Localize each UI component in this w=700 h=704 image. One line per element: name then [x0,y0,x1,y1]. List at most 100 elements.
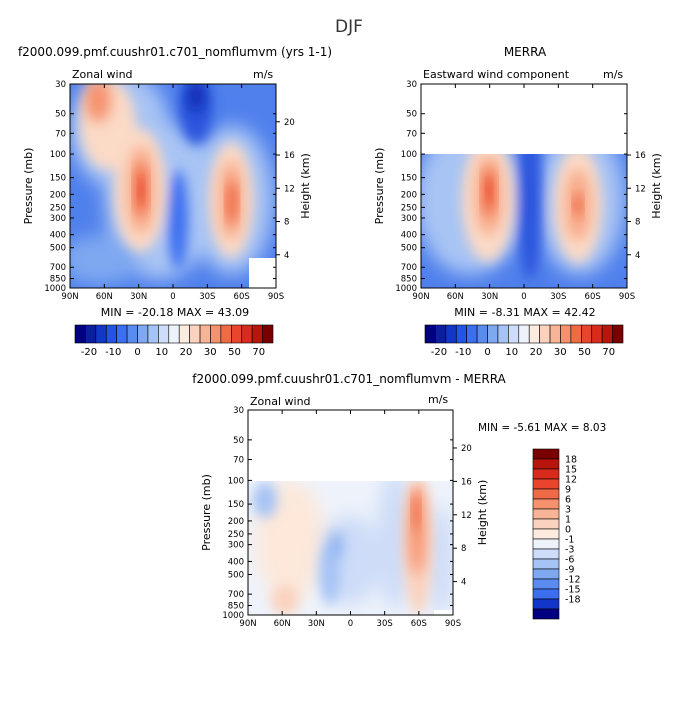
x-tick-label: 90S [445,619,461,629]
colorbar-swatch [601,324,613,344]
colorbar-swatch [178,324,190,344]
colorbar-swatch [570,324,582,344]
colorbar-swatch [532,608,560,620]
colorbar-label: 70 [602,347,615,358]
y-tick-label: 700 [228,590,244,600]
panel-title: f2000.099.pmf.cuushr01.c701_nomflumvm - … [192,372,506,386]
height-tick-label: 12 [284,184,295,194]
colorbar-label: 3 [565,505,571,516]
y-tick-label: 100 [50,150,66,160]
y-axis-label: Pressure (mb) [22,148,35,225]
y-tick-label: 400 [401,231,417,241]
y-tick-label: 70 [233,456,244,466]
panel-title: MERRA [504,45,547,59]
units-label: m/s [253,68,273,81]
colorbar-label: 1 [565,515,571,526]
x-tick-label: 60S [234,292,250,302]
panel-merra: MERRA Eastward wind component m/s 30 50 70… [373,45,663,358]
x-tick-label: 60S [585,292,601,302]
y-tick-label: 1000 [222,611,244,621]
y-tick-label: 300 [401,214,417,224]
x-tick-label: 30S [377,619,393,629]
colorbar-swatch [532,488,560,500]
height-tick-label: 4 [284,251,289,261]
y-tick-label: 50 [406,110,417,120]
colorbar-swatch [210,324,222,344]
height-tick-label: 12 [461,511,472,521]
y-tick-label: 250 [401,203,417,213]
colorbar-label: -6 [565,555,574,566]
colorbar-swatch [476,324,488,344]
colorbar-swatch [532,468,560,480]
y-tick-label: 200 [50,190,66,200]
y-tick-label: 150 [50,174,66,184]
y-tick-label: 50 [233,436,244,446]
x-tick-label: 90S [268,292,284,302]
height-tick-label: 8 [284,218,289,228]
y-tick-label: 50 [55,110,66,120]
x-tick-label: 90N [412,292,429,302]
contour-field [70,84,276,288]
colorbar-swatch [532,568,560,580]
panel-difference: f2000.099.pmf.cuushr01.c701_nomflumvm - … [192,372,606,629]
colorbar-swatch [532,498,560,510]
colorbar-label: 10 [505,347,518,358]
height-tick-label: 8 [635,218,640,228]
panel-title: f2000.099.pmf.cuushr01.c701_nomflumvm (y… [18,45,332,59]
y-tick-label: 100 [228,476,244,486]
x-tick-label: 90S [619,292,635,302]
height-tick-label: 16 [284,151,295,161]
colorbar-swatch [532,478,560,490]
y-tick-label: 250 [228,530,244,540]
colorbar-swatch [560,324,572,344]
colorbar-label: 30 [204,347,217,358]
colorbar-swatch [168,324,180,344]
colorbar-swatch [199,324,211,344]
y-tick-label: 250 [50,203,66,213]
colorbar-label: 9 [565,485,571,496]
stats-text: MIN = -5.61 MAX = 8.03 [478,422,606,434]
y-tick-label: 100 [401,150,417,160]
colorbar-label: 20 [180,347,193,358]
colorbar-swatch [105,324,117,344]
y-axis-label: Pressure (mb) [373,148,386,225]
colorbar-swatch [532,588,560,600]
y-tick-label: 30 [55,80,66,90]
colorbar-label: -20 [81,347,97,358]
colorbar-swatch [532,508,560,520]
colorbar-swatch [189,324,201,344]
colorbar-label: 0 [134,347,140,358]
colorbar-label: 70 [252,347,265,358]
x-tick-label: 30N [481,292,498,302]
colorbar-label: 50 [578,347,591,358]
x-tick-label: 90N [61,292,78,302]
x-tick-label: 60N [447,292,464,302]
y-tick-label: 150 [401,174,417,184]
colorbar-label: -15 [565,585,581,596]
variable-label: Zonal wind [72,68,133,81]
colorbar-swatch [116,324,128,344]
colorbar-swatch [158,324,170,344]
stats-text: MIN = -8.31 MAX = 42.42 [454,306,595,319]
y-tick-label: 700 [401,263,417,273]
y-tick-label: 500 [228,570,244,580]
colorbar-swatch [581,324,593,344]
colorbar-swatch [251,324,263,344]
colorbar-label: 20 [530,347,543,358]
y-tick-label: 30 [233,406,244,416]
y-tick-label: 30 [406,80,417,90]
height-tick-label: 8 [461,544,466,554]
colorbar-swatch [445,324,457,344]
colorbar-swatch [532,538,560,550]
height-tick-label: 12 [635,184,646,194]
colorbar-horizontal: -20 -10 0 10 20 30 50 70 [424,324,624,358]
colorbar-label: 10 [155,347,168,358]
colorbar-swatch [612,324,624,344]
colorbar-swatch [528,324,540,344]
colorbar-swatch [532,548,560,560]
y-axis-label-right: Height (km) [476,480,489,546]
y-tick-label: 700 [50,263,66,273]
colorbar-swatch [95,324,107,344]
